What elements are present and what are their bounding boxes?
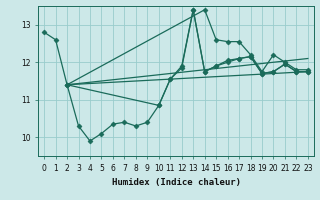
X-axis label: Humidex (Indice chaleur): Humidex (Indice chaleur) [111, 178, 241, 187]
